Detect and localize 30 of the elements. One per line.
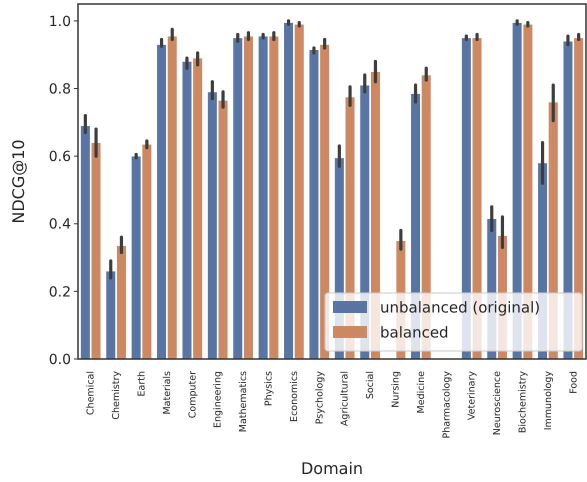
x-tick-label: Pharmacology <box>441 370 452 439</box>
y-tick-label: 0.0 <box>48 352 71 368</box>
x-tick-label: Engineering <box>212 371 224 428</box>
x-tick-label: Earth <box>136 371 148 396</box>
x-axis-title: Domain <box>300 459 364 478</box>
y-tick-label: 0.2 <box>48 284 71 300</box>
x-tick-label: Immunology <box>542 370 554 430</box>
x-tick-label: Physics <box>264 370 274 406</box>
y-tick-label: 0.4 <box>48 216 72 233</box>
x-tick-label: Neuroscience <box>492 370 504 436</box>
x-tick-label: Agricultural <box>340 371 351 426</box>
x-tick-label: Nursing <box>390 371 402 408</box>
x-tick-label: Mathematics <box>238 370 250 432</box>
y-tick-label: 0.6 <box>48 149 72 166</box>
y-axis-title: NDCG@10 <box>9 139 28 224</box>
x-tick-label: Food <box>568 371 580 394</box>
x-tick-label: Medicine <box>416 370 427 414</box>
x-tick-label: Chemistry <box>111 370 122 420</box>
legend-label: unbalanced (original) <box>380 298 540 316</box>
x-tick-label: Computer <box>187 370 198 418</box>
x-tick-label: Materials <box>162 370 173 415</box>
x-tick-label: Social <box>365 371 376 400</box>
y-tick-label: 0.8 <box>48 81 71 98</box>
x-tick-label: Veterinary <box>466 370 478 420</box>
x-tick-label: Chemical <box>86 371 97 416</box>
x-tick-label: Psychology <box>314 370 326 424</box>
x-tick-label: Biochemistry <box>518 370 528 434</box>
x-tick-label: Economics <box>288 370 300 422</box>
y-tick-label: 1.0 <box>48 14 71 30</box>
legend-label: balanced <box>380 323 449 342</box>
